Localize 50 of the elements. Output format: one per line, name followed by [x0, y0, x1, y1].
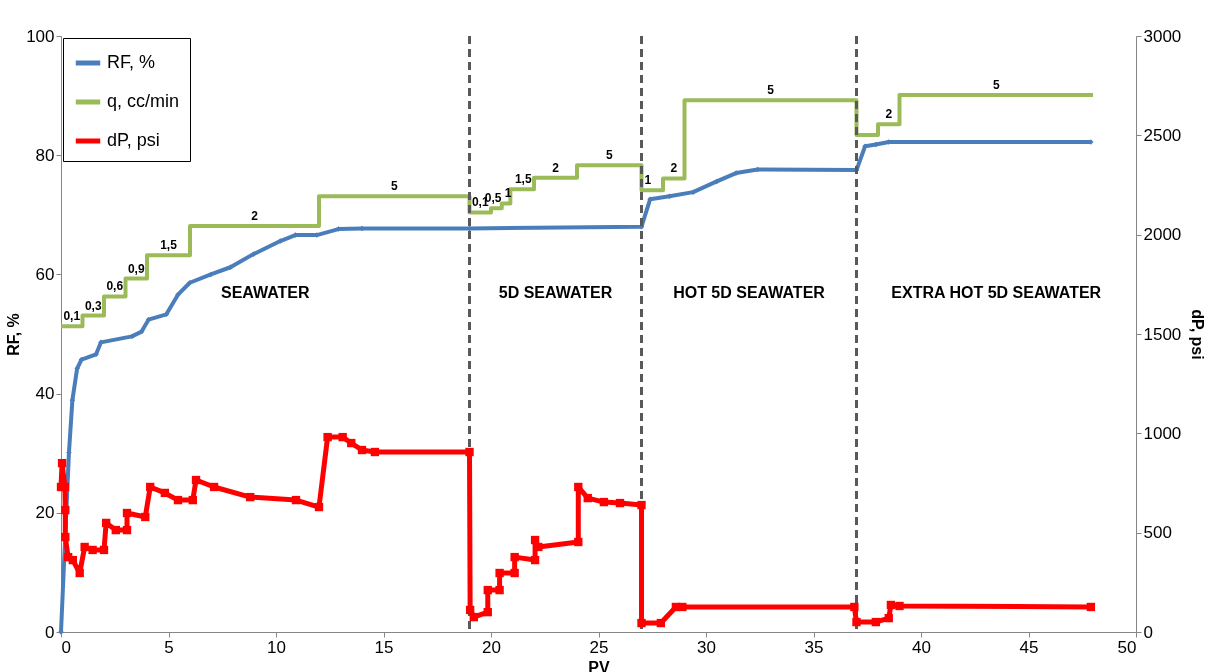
x-axis-title: PV — [588, 658, 610, 672]
annotation: 2 — [251, 209, 259, 224]
annotation: SEAWATER — [220, 284, 310, 301]
annotation: 2 — [552, 160, 560, 175]
x-tick-label: 35 — [804, 637, 824, 657]
annotation: 0,1 — [63, 309, 81, 324]
legend-label: dP, psi — [107, 130, 160, 150]
annotation: 5 — [390, 179, 398, 194]
x-tick-label: 5 — [164, 637, 174, 657]
annotation: EXTRA HOT 5D SEAWATER — [891, 284, 1102, 301]
y-tick-label: 100 — [26, 26, 55, 46]
x-tick-label: 45 — [1019, 637, 1039, 657]
y-tick-label: 40 — [35, 384, 55, 404]
x-tick-label: 25 — [589, 637, 609, 657]
y-tick-label: 60 — [35, 264, 55, 284]
y-tick-label: 80 — [35, 145, 55, 165]
x-tick-label: 15 — [374, 637, 394, 657]
y2-tick-label: 500 — [1143, 523, 1172, 543]
x-tick-label: 50 — [1117, 637, 1137, 657]
y2-axis-title: dP, psi — [1189, 309, 1207, 360]
y-axis-title: RF, % — [5, 313, 23, 356]
y-tick-label: 0 — [45, 622, 55, 642]
y2-tick-label: 0 — [1143, 622, 1153, 642]
y2-tick-label: 2000 — [1143, 225, 1182, 245]
annotation: 0,6 — [106, 279, 124, 294]
annotation: 2 — [885, 107, 893, 122]
y2-tick-label: 2500 — [1143, 125, 1182, 145]
annotation: 5D SEAWATER — [498, 284, 613, 301]
y2-tick-label: 1500 — [1143, 324, 1182, 344]
y-tick-label: 20 — [35, 503, 55, 523]
legend-label: q, cc/min — [107, 91, 180, 111]
x-tick-label: 10 — [267, 637, 286, 657]
annotation: 0,9 — [127, 261, 145, 276]
annotation: 1,5 — [160, 238, 178, 253]
annotation: HOT 5D SEAWATER — [673, 284, 826, 301]
y2-tick-label: 1000 — [1143, 423, 1182, 443]
x-tick-label: 20 — [482, 637, 501, 657]
y2-tick-label: 3000 — [1143, 26, 1182, 46]
annotation: 1,5 — [514, 172, 532, 187]
annotation: 5 — [992, 78, 1000, 92]
annotation: 5 — [605, 148, 613, 163]
annotation: 1 — [644, 173, 652, 188]
x-tick-label: 0 — [61, 637, 71, 657]
annotation: 2 — [670, 161, 678, 176]
annotation: 5 — [767, 83, 775, 98]
annotation: 1 — [504, 186, 512, 201]
x-tick-label: 30 — [697, 637, 716, 657]
legend-label: RF, % — [107, 52, 156, 72]
annotation: 0,3 — [84, 298, 102, 313]
x-tick-label: 40 — [912, 637, 931, 657]
